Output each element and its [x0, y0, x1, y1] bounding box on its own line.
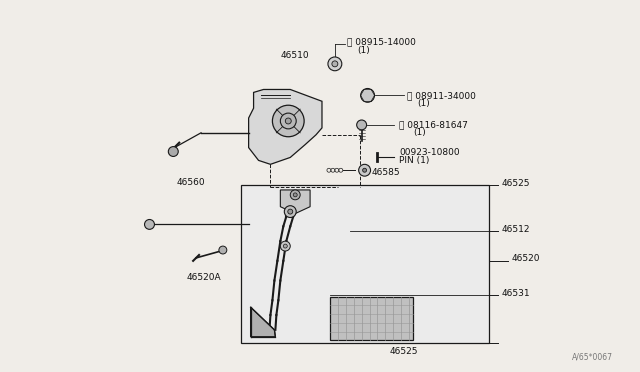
- Circle shape: [284, 206, 296, 218]
- Circle shape: [273, 105, 304, 137]
- Text: PIN (1): PIN (1): [399, 156, 429, 165]
- Circle shape: [288, 209, 292, 214]
- Circle shape: [332, 61, 338, 67]
- Polygon shape: [280, 190, 310, 214]
- Text: 46510: 46510: [280, 51, 309, 61]
- Text: 46560: 46560: [176, 177, 205, 187]
- Text: (1): (1): [358, 45, 371, 55]
- Circle shape: [328, 57, 342, 71]
- Text: A/65*0067: A/65*0067: [572, 353, 612, 362]
- Circle shape: [280, 113, 296, 129]
- Text: Ⓑ 08116-81647: Ⓑ 08116-81647: [399, 121, 468, 129]
- Circle shape: [285, 118, 291, 124]
- Text: 46531: 46531: [501, 289, 530, 298]
- Text: 46520A: 46520A: [186, 273, 221, 282]
- Polygon shape: [330, 297, 413, 340]
- Bar: [241, 185, 488, 343]
- Text: 46525: 46525: [389, 347, 418, 356]
- Text: (1): (1): [417, 99, 430, 108]
- Text: 46520: 46520: [511, 254, 540, 263]
- Circle shape: [361, 89, 374, 102]
- Circle shape: [293, 193, 297, 197]
- Circle shape: [145, 219, 154, 230]
- Circle shape: [358, 164, 371, 176]
- Circle shape: [284, 244, 287, 248]
- Circle shape: [168, 147, 179, 157]
- Text: 46585: 46585: [372, 168, 400, 177]
- Circle shape: [291, 190, 300, 200]
- Polygon shape: [248, 89, 322, 164]
- Text: ⓝ 08911-34000: ⓝ 08911-34000: [407, 91, 476, 100]
- Text: (1): (1): [413, 128, 426, 137]
- Text: 46512: 46512: [501, 225, 530, 234]
- Text: ⓥ 08915-14000: ⓥ 08915-14000: [347, 38, 415, 46]
- Circle shape: [219, 246, 227, 254]
- Circle shape: [356, 120, 367, 130]
- Polygon shape: [251, 307, 275, 337]
- Circle shape: [363, 168, 367, 172]
- Circle shape: [280, 241, 291, 251]
- Text: 00923-10800: 00923-10800: [399, 148, 460, 157]
- Text: 46525: 46525: [501, 179, 530, 187]
